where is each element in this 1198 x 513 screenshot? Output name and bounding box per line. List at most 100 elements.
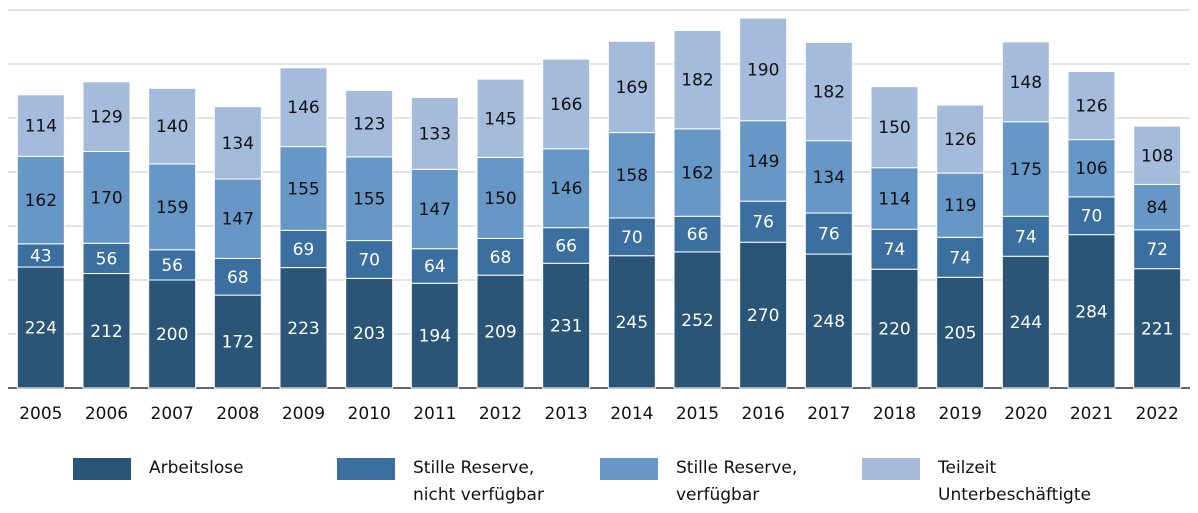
data-label: 74 — [1015, 227, 1037, 247]
bar-segment — [936, 172, 985, 238]
data-label: 74 — [884, 240, 906, 260]
bar-segment — [804, 41, 853, 142]
x-tick-label: 2006 — [85, 404, 128, 424]
data-label: 56 — [96, 249, 118, 269]
bar-segment — [870, 228, 919, 270]
bar-segment — [410, 96, 459, 170]
data-label: 114 — [878, 189, 910, 209]
data-label: 162 — [25, 191, 57, 211]
data-label: 126 — [1075, 97, 1107, 117]
data-label: 245 — [616, 313, 648, 333]
data-label: 140 — [156, 117, 188, 137]
x-tick-label: 2022 — [1136, 404, 1179, 424]
bar-segment — [16, 155, 65, 245]
data-label: 148 — [1010, 73, 1042, 93]
data-label: 252 — [681, 311, 713, 331]
bar-segment — [673, 215, 722, 253]
bar-segment — [1133, 268, 1182, 389]
data-label: 76 — [818, 225, 840, 245]
bar-segment — [1133, 183, 1182, 231]
data-label: 147 — [419, 200, 451, 220]
data-label: 155 — [353, 190, 385, 210]
data-label: 66 — [555, 236, 577, 256]
data-label: 76 — [752, 213, 774, 233]
bar-segment — [82, 81, 131, 152]
bar-segment — [279, 146, 328, 231]
x-tick-label: 2012 — [479, 404, 522, 424]
bar-segment — [870, 268, 919, 389]
data-label: 64 — [424, 257, 446, 277]
bar-segment — [148, 163, 197, 251]
bar-segment — [148, 279, 197, 389]
data-label: 134 — [813, 168, 845, 188]
bar-segment — [16, 266, 65, 389]
bar-segment — [410, 282, 459, 389]
data-label: 70 — [358, 250, 380, 270]
data-label: 123 — [353, 115, 385, 135]
bar-segment — [804, 212, 853, 255]
data-label: 114 — [25, 117, 57, 137]
bar-segment — [82, 242, 131, 275]
bar-segment — [279, 267, 328, 389]
data-label: 175 — [1010, 160, 1042, 180]
bar-segment — [870, 167, 919, 230]
bar-segment — [936, 236, 985, 278]
data-label: 166 — [550, 95, 582, 115]
bar-segment — [213, 106, 262, 180]
bar-segment — [607, 132, 656, 219]
x-tick-label: 2010 — [348, 404, 391, 424]
x-tick-label: 2018 — [873, 404, 916, 424]
data-label: 145 — [484, 109, 516, 129]
data-label: 182 — [681, 71, 713, 91]
bar-segment — [1001, 121, 1050, 217]
data-label: 170 — [90, 188, 122, 208]
x-tick-label: 2005 — [19, 404, 62, 424]
data-label: 220 — [878, 320, 910, 340]
data-label: 68 — [490, 248, 512, 268]
data-label: 190 — [747, 60, 779, 80]
bar-segment — [279, 67, 328, 148]
data-label: 133 — [419, 124, 451, 144]
data-label: 108 — [1141, 146, 1173, 166]
bar-segment — [542, 58, 591, 150]
data-label: 150 — [484, 189, 516, 209]
data-label: 203 — [353, 324, 385, 344]
x-tick-label: 2021 — [1070, 404, 1113, 424]
bar-segment — [542, 227, 591, 264]
data-label: 200 — [156, 325, 188, 345]
data-label: 129 — [90, 108, 122, 128]
x-tick-label: 2019 — [939, 404, 982, 424]
bar-segment — [542, 262, 591, 389]
x-tick-label: 2009 — [282, 404, 325, 424]
bar-segment — [476, 274, 525, 389]
legend-swatch — [73, 458, 131, 480]
legend-label: Arbeitslose — [149, 458, 244, 478]
bar-segment — [476, 237, 525, 276]
bar-segment — [345, 277, 394, 389]
data-label: 70 — [1081, 207, 1103, 227]
bar-segment — [739, 200, 788, 243]
data-label: 70 — [621, 228, 643, 248]
bar-segment — [673, 30, 722, 130]
bar-segment — [1001, 255, 1050, 389]
data-label: 155 — [287, 179, 319, 199]
x-tick-label: 2017 — [807, 404, 850, 424]
bar-segment — [82, 273, 131, 389]
bar-segment — [213, 257, 262, 296]
data-label: 182 — [813, 83, 845, 103]
bar-segment — [1067, 196, 1116, 236]
data-label: 147 — [222, 210, 254, 230]
data-label: 150 — [878, 118, 910, 138]
x-tick-label: 2013 — [545, 404, 588, 424]
data-label: 231 — [550, 317, 582, 337]
bar-segment — [16, 94, 65, 157]
legend-swatch — [862, 458, 920, 480]
bar-segment — [1067, 71, 1116, 141]
bar-segment — [1067, 139, 1116, 198]
bar-segment — [148, 87, 197, 165]
data-label: 74 — [949, 248, 971, 268]
data-label: 224 — [25, 319, 57, 339]
data-label: 159 — [156, 198, 188, 218]
data-label: 244 — [1010, 313, 1042, 333]
